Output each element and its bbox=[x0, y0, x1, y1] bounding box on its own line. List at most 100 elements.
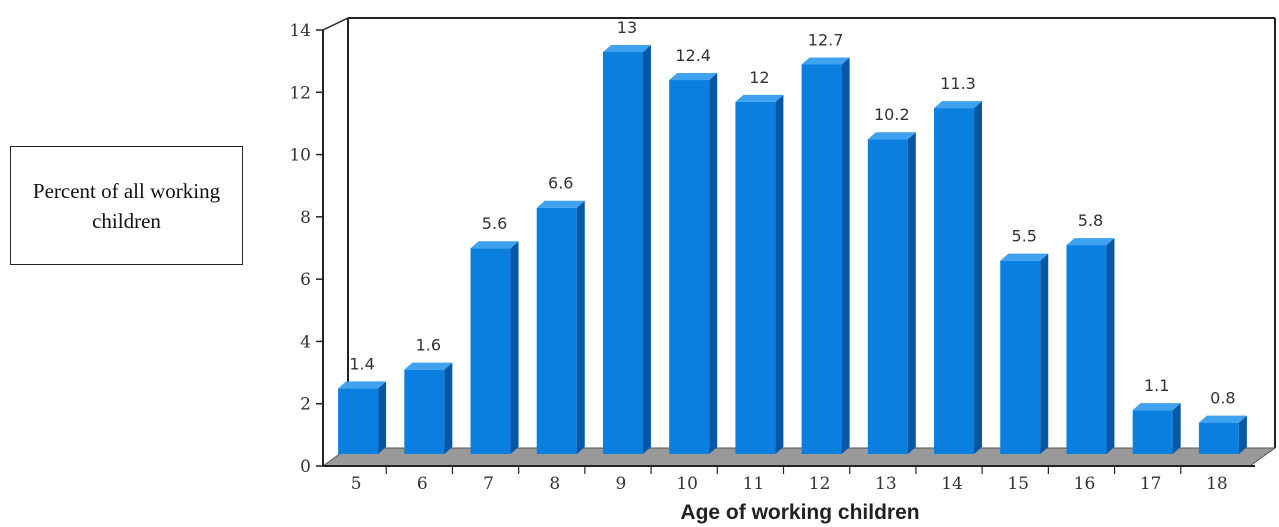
data-label: 10.2 bbox=[874, 105, 910, 124]
bar-front bbox=[338, 388, 379, 454]
data-labels: 1.4 1.6 5.6 6.6 13 12.4 12 12.7 10.2 11.3 5.5 5.8 1.… bbox=[349, 18, 1235, 408]
bar-front bbox=[536, 207, 577, 454]
bar-top bbox=[801, 57, 850, 65]
bar-9 bbox=[602, 45, 651, 455]
bar-12 bbox=[801, 57, 850, 454]
y-tick-label: 0 bbox=[300, 457, 311, 477]
y-axis-depth-edge bbox=[322, 17, 349, 31]
bar-17 bbox=[1132, 403, 1181, 454]
x-tick-label: 11 bbox=[743, 474, 765, 494]
bar-13 bbox=[867, 132, 916, 454]
y-tick-label: 4 bbox=[300, 332, 311, 352]
bar-side bbox=[1040, 253, 1049, 454]
x-tick-label: 5 bbox=[351, 474, 362, 494]
data-label: 0.8 bbox=[1210, 389, 1235, 408]
bar-front bbox=[1066, 245, 1107, 454]
bar-15 bbox=[1000, 253, 1049, 454]
bar-front bbox=[1000, 260, 1041, 454]
y-tick-label: 14 bbox=[289, 21, 311, 41]
data-label: 12.7 bbox=[808, 30, 844, 49]
x-axis-label: Age of working children bbox=[680, 501, 919, 524]
bar-top bbox=[867, 132, 916, 140]
data-label: 5.6 bbox=[482, 214, 507, 233]
bar-top bbox=[338, 381, 387, 389]
bar-side bbox=[444, 362, 453, 454]
bar-side bbox=[1172, 403, 1181, 454]
bar-front bbox=[934, 108, 975, 454]
bar-8 bbox=[536, 200, 585, 454]
data-label: 1.4 bbox=[349, 354, 374, 373]
x-tick-label: 8 bbox=[549, 474, 560, 494]
bar-top bbox=[470, 241, 519, 249]
bar-front bbox=[735, 101, 776, 454]
bar-top bbox=[602, 45, 651, 53]
y-axis-label: Percent of all working children bbox=[10, 146, 243, 265]
x-tick-label: 7 bbox=[483, 474, 494, 494]
bar-side bbox=[907, 132, 916, 454]
bar-18 bbox=[1198, 415, 1247, 454]
data-label: 1.1 bbox=[1144, 376, 1169, 395]
bar-side bbox=[576, 200, 585, 454]
x-tick-label: 12 bbox=[809, 474, 831, 494]
x-tick-label: 9 bbox=[616, 474, 627, 494]
bar-front bbox=[602, 52, 643, 455]
bar-side bbox=[775, 94, 784, 454]
bar-top bbox=[1000, 253, 1049, 261]
bar-top bbox=[1132, 403, 1181, 411]
data-label: 1.6 bbox=[416, 336, 441, 355]
bar-top bbox=[1066, 238, 1115, 246]
data-label: 12.4 bbox=[675, 46, 711, 65]
x-tick-label: 14 bbox=[941, 474, 963, 494]
chart-frame bbox=[322, 17, 1276, 466]
y-tick-label: 6 bbox=[300, 270, 311, 290]
y-tick-label: 10 bbox=[289, 146, 311, 166]
data-label: 13 bbox=[617, 18, 637, 37]
bar-front bbox=[801, 64, 842, 454]
bar-16 bbox=[1066, 238, 1115, 454]
x-axis-ticks: 5 6 7 8 9 10 11 12 13 14 15 16 17 18 bbox=[351, 466, 1228, 494]
y-axis-ticks: 0 2 4 6 8 10 12 14 bbox=[289, 21, 323, 477]
bar-front bbox=[470, 248, 511, 454]
bar-front bbox=[669, 80, 710, 455]
bar-top bbox=[669, 73, 718, 81]
data-label: 5.8 bbox=[1078, 211, 1103, 230]
x-tick-label: 10 bbox=[676, 474, 698, 494]
bar-top bbox=[536, 200, 585, 208]
bar-side bbox=[1238, 415, 1247, 454]
x-tick-label: 6 bbox=[417, 474, 428, 494]
bar-side bbox=[642, 45, 651, 455]
bar-side bbox=[974, 101, 983, 454]
bar-side bbox=[709, 73, 718, 455]
bar-top bbox=[735, 94, 784, 102]
bar-14 bbox=[934, 101, 983, 454]
data-label: 5.5 bbox=[1012, 227, 1037, 246]
bar-front bbox=[404, 369, 445, 454]
bar-front bbox=[867, 139, 908, 454]
bar-top bbox=[1198, 415, 1247, 423]
bar-side bbox=[510, 241, 519, 454]
y-tick-label: 2 bbox=[300, 395, 311, 415]
x-tick-label: 17 bbox=[1140, 474, 1162, 494]
chart-floor bbox=[321, 447, 1277, 467]
bar-11 bbox=[735, 94, 784, 454]
bar-10 bbox=[669, 73, 718, 455]
x-tick-label: 18 bbox=[1206, 474, 1228, 494]
bar-side bbox=[1106, 238, 1115, 454]
y-tick-label: 12 bbox=[289, 83, 311, 103]
bar-front bbox=[1198, 422, 1239, 454]
bar-6 bbox=[404, 362, 453, 454]
x-tick-label: 13 bbox=[875, 474, 897, 494]
y-tick-label: 8 bbox=[300, 208, 311, 228]
data-label: 6.6 bbox=[548, 174, 573, 193]
bars bbox=[338, 45, 1247, 455]
x-tick-label: 16 bbox=[1074, 474, 1096, 494]
bar-front bbox=[1132, 410, 1173, 454]
bar-side bbox=[841, 57, 850, 454]
data-label: 12 bbox=[749, 68, 769, 87]
bar-5 bbox=[338, 381, 387, 454]
bar-7 bbox=[470, 241, 519, 454]
bar-side bbox=[378, 381, 387, 454]
chart-floor-plane bbox=[321, 447, 1277, 467]
data-label: 11.3 bbox=[940, 74, 976, 93]
